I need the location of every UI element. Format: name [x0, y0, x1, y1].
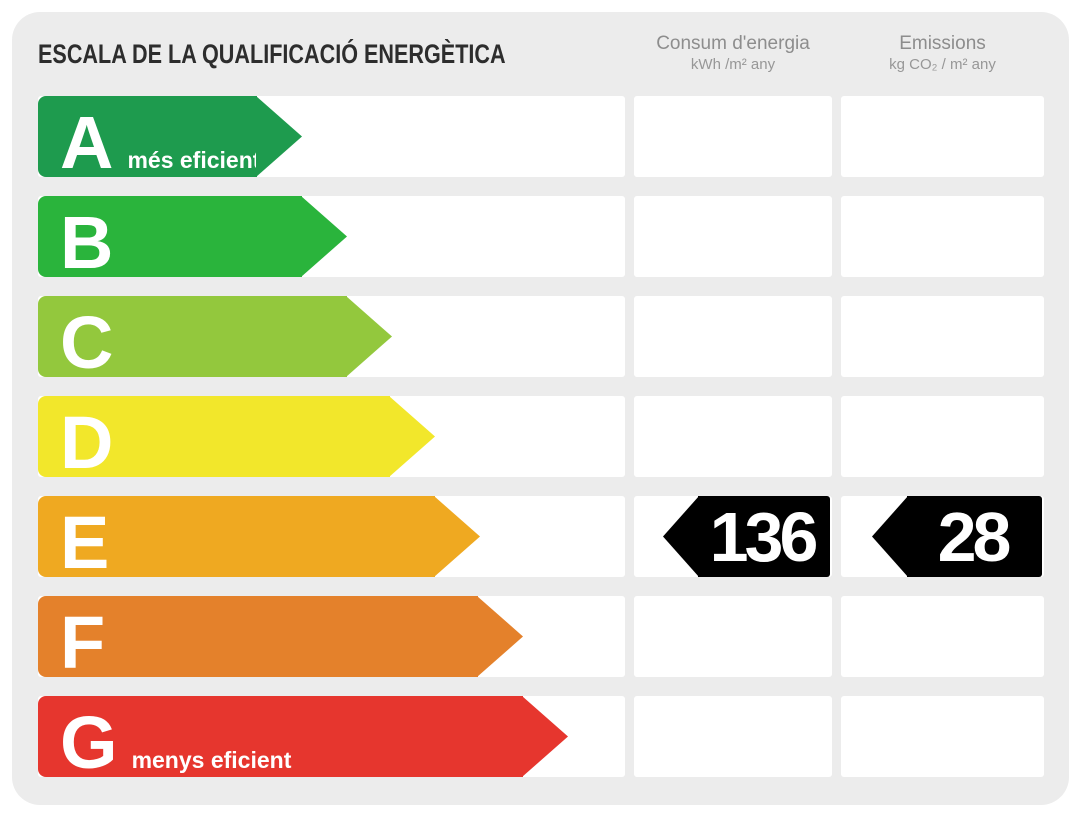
emissions-units: kg CO₂ / m² any — [889, 56, 996, 73]
emissions-label: Emissions — [899, 33, 986, 54]
page-title: ESCALA DE LA QUALIFICACIÓ ENERGÈTICA — [38, 38, 506, 69]
rating-arrow-e-tip-icon — [434, 496, 480, 577]
rating-letter-g: G — [60, 701, 118, 784]
scale-track-cell-d: D — [38, 396, 625, 480]
consum-cell-d — [634, 396, 832, 477]
consum-cell-e: 136 — [634, 496, 832, 577]
scale-row-f: F — [38, 596, 1044, 680]
scale-row-c: C — [38, 296, 1044, 380]
consum-cell-g — [634, 696, 832, 777]
rating-arrow-b-text: B — [60, 206, 113, 280]
emissions-value: 28 — [907, 496, 1042, 577]
rating-arrow-c-body: C — [38, 296, 347, 380]
consum-label: Consum d'energia — [656, 33, 810, 54]
rating-arrow-e: E — [38, 496, 480, 580]
rating-arrow-f-text: F — [60, 606, 105, 680]
scale-track-cell-f: F — [38, 596, 625, 680]
emissions-cell-g — [841, 696, 1044, 777]
rating-arrow-c-tip-icon — [346, 296, 392, 377]
consum-cell-c — [634, 296, 832, 377]
emissions-cell-b — [841, 196, 1044, 277]
rating-arrow-d-text: D — [60, 406, 113, 480]
rating-arrow-f: F — [38, 596, 523, 680]
scale-track-cell-b: B — [38, 196, 625, 280]
emissions-cell-d — [841, 396, 1044, 477]
scale-row-b: B — [38, 196, 1044, 280]
emissions-cell-f — [841, 596, 1044, 677]
rating-letter-b: B — [60, 201, 114, 284]
rating-arrow-d-body: D — [38, 396, 390, 480]
consum-value: 136 — [698, 496, 830, 577]
rating-arrow-d-tip-icon — [389, 396, 435, 477]
energy-scale-panel: ESCALA DE LA QUALIFICACIÓ ENERGÈTICA Con… — [12, 12, 1069, 805]
consum-cell-b — [634, 196, 832, 277]
column-header-consum: Consum d'energia kWh /m² any — [634, 33, 832, 75]
rating-arrow-f-tip-icon — [477, 596, 523, 677]
rating-arrow-b-tip-icon — [301, 196, 347, 277]
rating-letter-d: D — [60, 401, 114, 484]
rating-arrow-a-tip-icon — [256, 96, 302, 177]
rating-letter-e: E — [60, 501, 110, 584]
consum-units: kWh /m² any — [690, 56, 776, 73]
column-header-emissions: Emissions kg CO₂ / m² any — [841, 33, 1044, 75]
scale-track-cell-e: E — [38, 496, 625, 580]
rating-letter-f: F — [60, 601, 106, 684]
rating-arrow-b: B — [38, 196, 347, 280]
rating-arrow-g-tip-icon — [522, 696, 568, 777]
rating-arrow-e-body: E — [38, 496, 435, 580]
consum-value-flag: 136 — [663, 496, 830, 577]
emissions-cell-e: 28 — [841, 496, 1044, 577]
rating-arrow-c: C — [38, 296, 392, 380]
rating-arrow-b-body: B — [38, 196, 302, 280]
emissions-cell-c — [841, 296, 1044, 377]
flag-left-arrow-icon — [663, 496, 699, 577]
rating-arrow-f-body: F — [38, 596, 478, 680]
rating-letter-a: A — [60, 101, 114, 184]
emissions-cell-a — [841, 96, 1044, 177]
emissions-value-flag: 28 — [872, 496, 1042, 577]
consum-cell-a — [634, 96, 832, 177]
scale-track-cell-c: C — [38, 296, 625, 380]
consum-cell-f — [634, 596, 832, 677]
rating-arrow-d: D — [38, 396, 435, 480]
rating-sublabel-g: menys eficient — [131, 747, 292, 773]
rating-letter-c: C — [60, 301, 114, 384]
scale-row-d: D — [38, 396, 1044, 480]
rating-arrow-e-text: E — [60, 506, 109, 580]
rating-arrow-c-text: C — [60, 306, 113, 380]
rating-sublabel-a: més eficient — [127, 147, 261, 173]
scale-row-e: E 136 28 — [38, 496, 1044, 580]
flag-left-arrow-icon — [872, 496, 908, 577]
header-row: ESCALA DE LA QUALIFICACIÓ ENERGÈTICA Con… — [38, 12, 1044, 96]
